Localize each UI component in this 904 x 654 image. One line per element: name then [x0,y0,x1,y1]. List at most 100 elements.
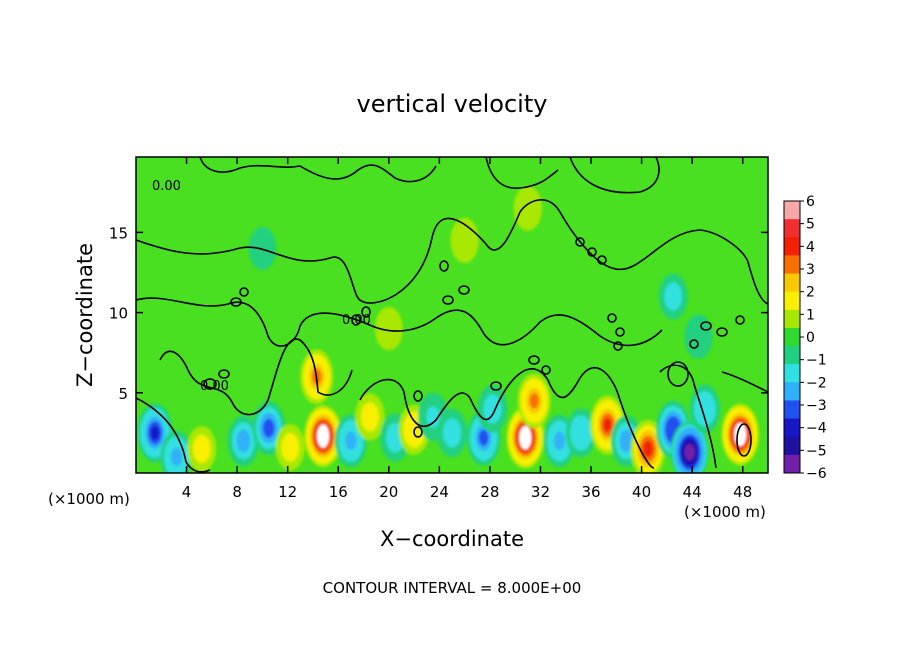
contour-closed-loop [413,390,423,402]
downdraft-cell [670,421,709,473]
x-tick-label: 28 [480,483,499,501]
colorbar-swatch [784,219,800,238]
colorbar-swatch [784,273,800,293]
contour-closed-loop [458,285,470,295]
colorbar-tick-label: 5 [806,217,815,233]
velocity-field [137,185,760,473]
y-tick-label: 5 [118,385,128,403]
colorbar-tick-label: −2 [806,375,827,391]
contour-interval-note: CONTOUR INTERVAL = 8.000E+00 [323,579,582,597]
x-tick-label: 44 [683,483,702,501]
contour-closed-loop [615,327,625,337]
downdraft-cell [543,414,576,468]
colorbar-swatch [784,291,800,311]
x-tick-label: 32 [531,483,550,501]
x-tick-label: 20 [379,483,398,501]
contour-closed-loop [575,237,585,247]
x-tick-label: 16 [329,483,348,501]
downdraft-cell [248,226,277,270]
contour-upper-band [136,199,768,305]
colorbar-tick-label: −1 [806,353,827,369]
x-tick-label: 36 [581,483,600,501]
colorbar-swatch [784,400,800,420]
downdraft-cell [477,385,508,433]
x-axis: 4 8 12 16 20 24 28 32 36 40 44 48 [182,157,752,501]
x-unit-right: (×1000 m) [684,503,766,521]
downdraft-cell [160,430,193,473]
colorbar-swatch [784,364,800,383]
updraft-cell [355,393,385,441]
colorbar-tick-label: 6 [806,194,815,210]
contour-closed-loop [716,327,728,337]
chart-title: vertical velocity [357,90,548,118]
contour-closed-loop [442,295,454,305]
colorbar: 6 5 4 3 2 1 0 −1 −2 −3 −4 −5 −6 [783,194,827,482]
colorbar-swatch [784,418,800,438]
updraft-cell [513,185,543,231]
downdraft-cell [684,314,713,359]
updraft-cell [517,373,551,429]
x-tick-label: 24 [430,483,449,501]
colorbar-swatch [784,454,800,474]
contour-closed-loop [490,381,502,391]
x-axis-label: X−coordinate [380,527,524,551]
colorbar-swatch [784,327,800,347]
contour-closed-loop [439,260,449,272]
zero-contour-lines [136,157,768,473]
x-tick-label: 8 [232,483,242,501]
x-tick-label: 4 [182,483,192,501]
colorbar-tick-label: −3 [806,398,827,414]
updraft-cell [187,425,217,472]
contour-closed-loop [361,306,371,318]
contour-upper-top [199,157,660,194]
y-tick-label: 10 [109,305,128,323]
contour-closed-loop [667,361,689,387]
colorbar-tick-label: −5 [806,443,827,459]
downdraft-cell [227,415,260,467]
colorbar-swatch [784,237,800,256]
contour-closed-loop [230,297,242,307]
colorbar-tick-label: 3 [806,262,815,278]
x-tick-label: 48 [733,483,752,501]
contour-closed-loop [597,255,607,265]
contour-closed-loop [735,315,745,325]
contour-label: 0.00 [152,179,181,194]
colorbar-tick-label: 0 [806,330,815,346]
contour-closed-loop [528,355,540,365]
contour-closed-loop [218,369,230,379]
y-tick-label: 15 [109,224,128,242]
colorbar-swatch [784,436,800,456]
downdraft-cell [437,408,467,457]
plot-frame [135,156,769,474]
colorbar-swatch [784,346,800,365]
contour-closed-loop [700,321,712,331]
downdraft-cell [565,408,597,458]
colorbar-tick-label: −4 [806,421,827,437]
updraft-cell [304,405,343,468]
colorbar-swatch [784,255,800,275]
contour-closed-loop [239,287,249,297]
colorbar-tick-label: 2 [806,285,815,301]
updraft-cell [275,424,305,471]
downdraft-cell [689,384,720,434]
contour-closed-loop [203,378,217,390]
y-axis: 5 10 15 [109,224,768,403]
y-axis-label: Z−coordinate [73,243,97,387]
colorbar-tick-label: −6 [806,466,827,482]
downdraft-cell [658,273,688,320]
colorbar-tick-label: 1 [806,307,815,323]
contour-closed-loop [351,314,361,326]
colorbar-swatch [784,382,800,401]
x-tick-label: 40 [632,483,651,501]
contour-closed-loop [587,247,597,257]
contour-closed-loop [689,339,699,349]
colorbar-swatch [784,201,800,220]
colorbar-swatch [784,309,800,329]
contour-closed-loop [413,426,423,438]
x-tick-label: 12 [278,483,297,501]
colorbar-tick-label: 4 [806,239,815,255]
contour-closed-loop [613,341,623,351]
contour-mid-band [136,297,663,347]
contour-closed-loop [541,365,551,375]
